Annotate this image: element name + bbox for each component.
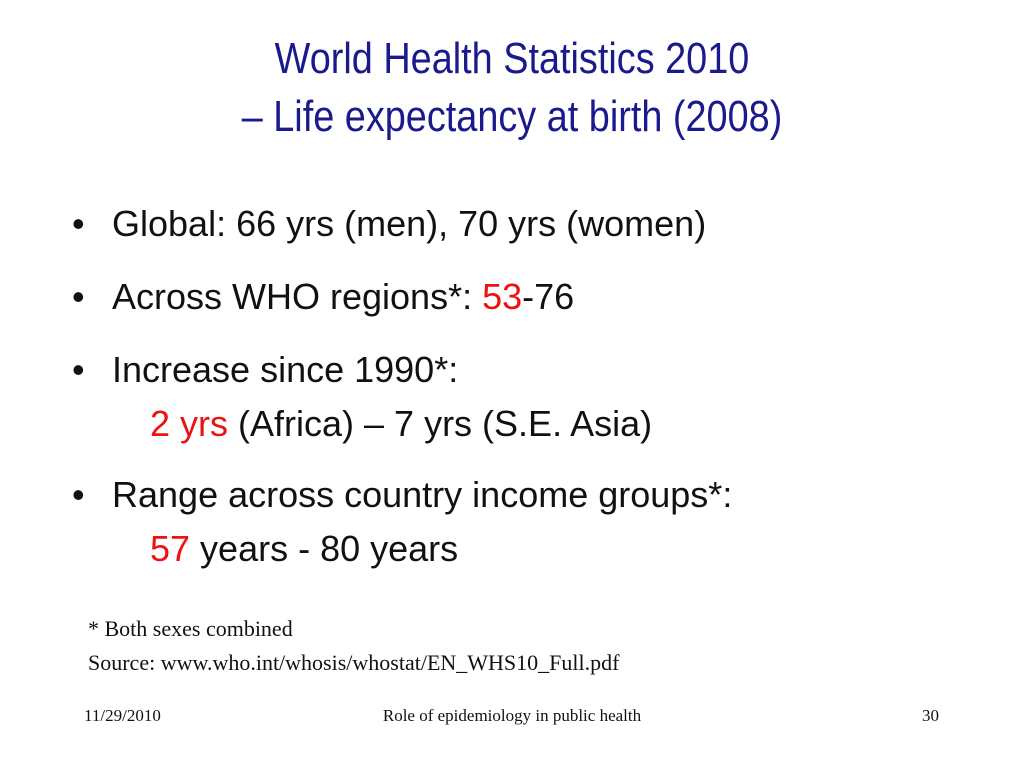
slide-title-line-1: World Health Statistics 2010 [274,34,750,83]
bullet-marker: • [72,474,85,515]
footnote-source: Source: www.who.int/whosis/whostat/EN_WH… [88,650,620,675]
bullet-text-segment: -76 [522,276,575,317]
footer-date: 11/29/2010 [84,706,161,725]
bullet-marker: • [72,349,85,390]
bullet-item: • Across WHO regions*: 53-76 [72,269,992,325]
bullet-marker: • [72,276,85,317]
bullet-item: • Range across country income groups*: 57 … [72,467,992,575]
bullet-text: Range across country income groups*: [112,474,732,515]
bullet-text-segment: Increase since 1990*: [112,349,459,390]
highlight-value: 53 [482,276,523,317]
slide-number: 30 [922,706,939,725]
bullet-list: • Global: 66 yrs (men), 70 yrs (women) • Ac… [72,196,992,592]
bullet-text-segment: Across WHO regions*: [112,276,483,317]
slide-title: World Health Statistics 2010 – Life expe… [72,30,953,146]
bullet-text: Global: 66 yrs (men), 70 yrs (women) [112,203,706,244]
bullet-text-segment: (Africa) – 7 yrs (S.E. Asia) [228,403,653,444]
bullet-marker: • [72,203,85,244]
slide-title-line-2: – Life expectancy at birth (2008) [241,92,783,141]
bullet-item: • Increase since 1990*: 2 yrs (Africa) – 7… [72,342,992,450]
bullet-subline: 2 yrs (Africa) – 7 yrs (S.E. Asia) [112,398,992,450]
bullet-text: Increase since 1990*: [112,349,458,390]
bullet-subline: 57 years - 80 years [112,523,992,575]
footer-title: Role of epidemiology in public health [382,706,642,725]
highlight-value: 2 yrs [150,403,229,444]
footnote-note: * Both sexes combined [88,616,293,641]
footnote: * Both sexes combined Source: www.who.in… [88,612,619,680]
highlight-value: 57 [150,528,191,569]
bullet-text: Across WHO regions*: 53-76 [112,276,574,317]
bullet-text-segment: years - 80 years [190,528,459,569]
bullet-text-segment: Global: 66 yrs (men), 70 yrs (women) [112,203,707,244]
bullet-item: • Global: 66 yrs (men), 70 yrs (women) [72,196,992,252]
bullet-text-segment: Range across country income groups*: [112,474,733,515]
